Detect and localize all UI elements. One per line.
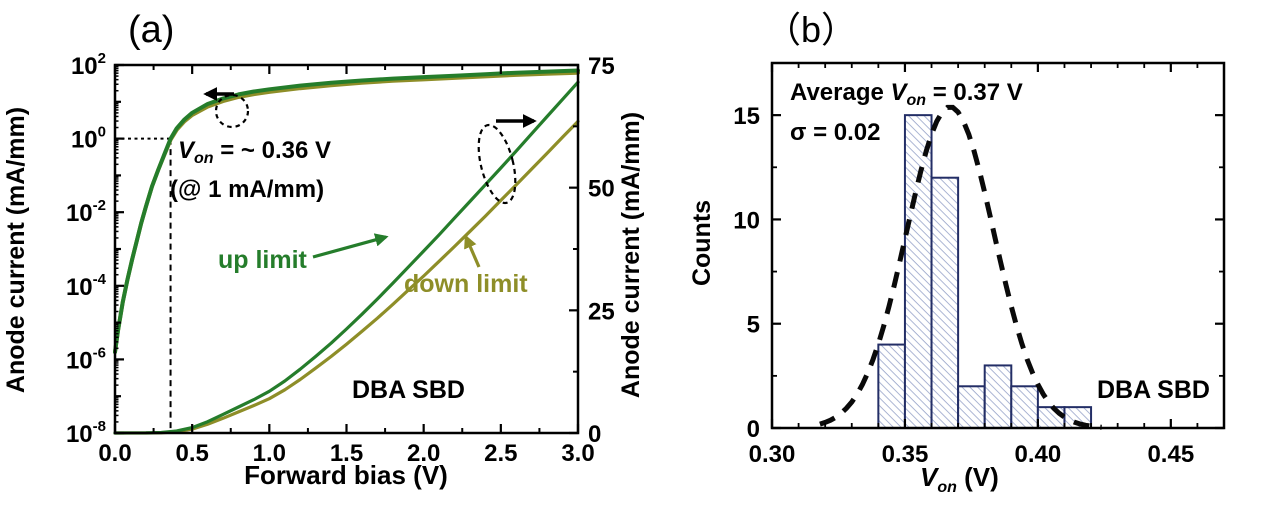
x-tick-label: 0.0: [98, 440, 131, 467]
panel-a-device-label: DBA SBD: [352, 376, 465, 404]
y-tick-label: 0: [747, 416, 760, 443]
y-right-tick-label: 0: [588, 421, 601, 448]
left-axis-indicator-ellipse: [214, 93, 250, 129]
panel-a-letter: (a): [128, 9, 174, 51]
curve-up-limit-log-axis-: [113, 68, 580, 354]
panel-b-letter: （b）: [765, 9, 857, 50]
y-left-tick-label: 10-4: [66, 271, 107, 301]
histogram-bar: [983, 364, 1013, 429]
histogram-bar: [1010, 385, 1039, 429]
von-annotation-line1: Von = ~ 0.36 V: [178, 137, 331, 167]
x-tick-label: 0.30: [749, 441, 796, 468]
panel-b-xlabel: Von (V): [920, 462, 999, 496]
right-axis-indicator-ellipse: [477, 123, 517, 205]
von-annotation-line2: (@ 1 mA/mm): [170, 176, 324, 203]
histogram-bar: [930, 176, 960, 429]
x-tick-label: 0.35: [882, 441, 929, 468]
curve-up-limit-linear-axis-: [113, 80, 580, 435]
panel-b-plot: 0.30 0.35 0.40 0.45 0 5 10 15: [733, 61, 1226, 468]
y-left-tick-label: 10-6: [66, 344, 106, 374]
up-limit-label: up limit: [218, 246, 308, 274]
average-von-annotation: Average Von = 0.37 V: [790, 79, 1023, 109]
panel-b-ylabel: Counts: [688, 200, 716, 286]
panel-a-xlabel: Forward bias (V): [244, 460, 448, 490]
y-right-tick-label: 50: [588, 176, 615, 203]
x-tick-label: 1.5: [330, 440, 363, 467]
y-left-tick-label: 100: [71, 124, 106, 154]
panel-a-ylabel-left: Anode current (mA/mm): [2, 107, 30, 393]
y-left-tick-label: 10-2: [66, 197, 106, 227]
y-right-tick-label: 25: [588, 298, 615, 325]
up-limit-arrow: [312, 233, 389, 259]
histogram-bar: [877, 343, 906, 430]
y-left-tick-label: 10-8: [66, 418, 106, 448]
panel-a-ylabel-right: Anode current (mA/mm): [617, 112, 645, 398]
y-right-tick-label: 75: [588, 53, 615, 80]
y-tick-label: 10: [733, 207, 760, 234]
x-tick-label: 0.45: [1147, 441, 1194, 468]
panel-b-frame: [770, 61, 1226, 430]
y-left-tick-label: 102: [71, 50, 106, 80]
panel-b-device-label: DBA SBD: [1097, 376, 1210, 404]
histogram-bar: [957, 385, 986, 429]
sigma-annotation: σ = 0.02: [790, 119, 880, 146]
x-tick-label: 2.0: [407, 440, 440, 467]
y-tick-label: 15: [733, 103, 760, 130]
panel-a-plot: 0.0 0.5 1.0 1.5 2.0 2.5 3.0 102 100 10-2 10-4 10-6 1…: [66, 50, 615, 467]
curve-down-limit-linear-axis-: [113, 119, 580, 435]
y-tick-label: 5: [747, 312, 760, 339]
down-limit-arrow: [464, 234, 481, 268]
gaussian-fit-curve: [819, 104, 1102, 430]
x-tick-label: 1.0: [253, 440, 286, 467]
histogram-bar: [903, 114, 933, 430]
histogram-bar: [1036, 406, 1066, 429]
x-tick-label: 2.5: [484, 440, 517, 467]
x-tick-label: 0.40: [1015, 441, 1062, 468]
x-tick-label: 0.5: [175, 440, 208, 467]
curve-down-limit-log-axis-: [113, 70, 580, 354]
down-limit-label: down limit: [404, 270, 528, 298]
x-tick-label: 3.0: [561, 440, 594, 467]
